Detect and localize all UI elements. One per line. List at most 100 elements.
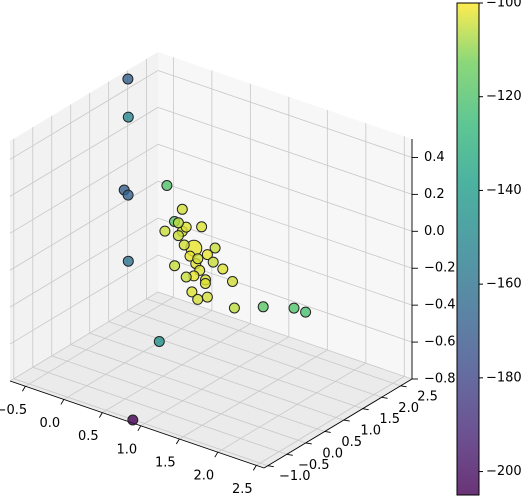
y-tick-mark — [305, 442, 312, 445]
z-gridline — [157, 107, 413, 195]
data-point — [169, 260, 181, 272]
z-tick-label: −0.2 — [424, 261, 456, 276]
colorbar: −100 −120 −140 −160 −180 −200 — [456, 0, 522, 496]
z-tick-label: −0.8 — [424, 372, 456, 387]
x-tick-label: 0.0 — [40, 416, 61, 431]
colorbar-tick-label: −200 — [486, 464, 522, 479]
colorbar-tick-label: −120 — [486, 89, 522, 104]
data-point — [172, 230, 184, 242]
y-axis-line — [263, 378, 413, 469]
y-tick-mark — [324, 431, 331, 433]
z-tick-label: −0.6 — [424, 335, 456, 350]
x-tick-mark — [137, 425, 142, 432]
x-tick-label: 2.0 — [193, 469, 214, 484]
z-tick-label: −0.4 — [424, 298, 456, 313]
x-gridline — [63, 310, 213, 400]
data-point — [122, 189, 134, 201]
data-point — [122, 255, 134, 267]
colorbar-ticks: −100 −120 −140 −160 −180 −200 — [479, 0, 522, 479]
y-tick-label: 0.0 — [322, 446, 343, 461]
colorbar-tick-label: −100 — [486, 0, 522, 11]
y-tick-label: 2.0 — [398, 401, 419, 416]
y-tick-mark — [286, 453, 293, 456]
data-point — [288, 302, 300, 314]
colorbar-tick-label: −180 — [486, 370, 522, 385]
y-tick-mark — [343, 419, 350, 422]
left-pane — [10, 52, 158, 381]
z-axis-ticks: −0.8 −0.6 −0.4 −0.2 0.0 0.2 0.4 — [412, 150, 456, 387]
data-point — [186, 286, 198, 298]
y-gridline — [70, 344, 325, 432]
z-gridline — [9, 70, 159, 160]
x-tick-label: 0.5 — [78, 429, 99, 444]
data-point — [257, 301, 269, 313]
data-point — [228, 302, 240, 314]
data-points — [118, 73, 312, 426]
x-tick-label: −0.5 — [0, 403, 27, 418]
floor-pane — [10, 292, 412, 468]
y-gridline — [146, 298, 401, 387]
x-tick-label: 2.5 — [232, 482, 253, 497]
x-gridline — [256, 376, 405, 466]
data-point — [201, 249, 213, 261]
axes-gridlines — [9, 57, 413, 467]
data-point — [178, 239, 190, 251]
y-gridline — [108, 321, 363, 410]
x-tick-mark — [60, 399, 65, 405]
x-tick-mark — [22, 386, 26, 392]
data-point — [176, 203, 188, 215]
y-tick-mark — [362, 408, 369, 411]
x-tick-mark — [98, 412, 103, 418]
x-tick-label: 1.5 — [155, 456, 176, 471]
data-point — [153, 336, 165, 347]
x-tick-label: 1.0 — [117, 442, 138, 457]
y-tick-mark — [267, 465, 274, 468]
data-point — [161, 180, 173, 191]
axes-lines — [9, 139, 413, 469]
z-gridline — [157, 180, 413, 269]
data-point — [180, 271, 192, 283]
y-gridline — [127, 309, 382, 398]
colorbar-tick-label: −140 — [486, 183, 522, 198]
x-tick-mark — [252, 465, 257, 471]
colorbar-gradient — [456, 2, 480, 496]
y-tick-label: −0.5 — [298, 458, 330, 473]
data-point — [159, 225, 171, 237]
y-tick-label: 0.5 — [341, 435, 362, 450]
y-tick-mark — [400, 385, 407, 388]
z-gridline — [157, 143, 413, 232]
z-gridline — [157, 291, 413, 380]
data-point — [209, 242, 221, 254]
z-gridline — [9, 254, 159, 345]
data-point — [196, 221, 208, 233]
z-tick-label: 0.4 — [424, 150, 445, 165]
data-point — [127, 414, 139, 426]
y-tick-mark — [381, 396, 388, 399]
back-pane — [158, 52, 412, 379]
z-gridline — [9, 291, 159, 382]
x-gridline — [102, 323, 251, 413]
z-gridline — [157, 70, 413, 158]
data-point — [300, 306, 312, 318]
data-point — [199, 278, 211, 289]
axes-panes — [10, 52, 412, 468]
y-axis-ticks: −1.0−0.50.00.51.01.52.02.5 — [267, 385, 438, 484]
colorbar-tick-label: −160 — [486, 277, 522, 292]
x-gridline — [140, 336, 290, 427]
data-point — [192, 293, 204, 305]
x-tick-mark — [214, 451, 219, 458]
y-gridline — [13, 378, 268, 467]
y-tick-label: −1.0 — [279, 469, 311, 484]
data-point — [207, 256, 219, 268]
z-tick-label: 0.0 — [424, 224, 445, 239]
data-point — [172, 217, 184, 229]
data-point — [122, 73, 134, 85]
data-point — [192, 253, 204, 265]
x-gridline — [179, 349, 328, 440]
data-point — [201, 291, 213, 303]
x-axis-line — [9, 380, 265, 469]
data-point — [227, 276, 238, 287]
z-gridline — [9, 217, 159, 308]
y-tick-label: 1.0 — [360, 424, 381, 439]
